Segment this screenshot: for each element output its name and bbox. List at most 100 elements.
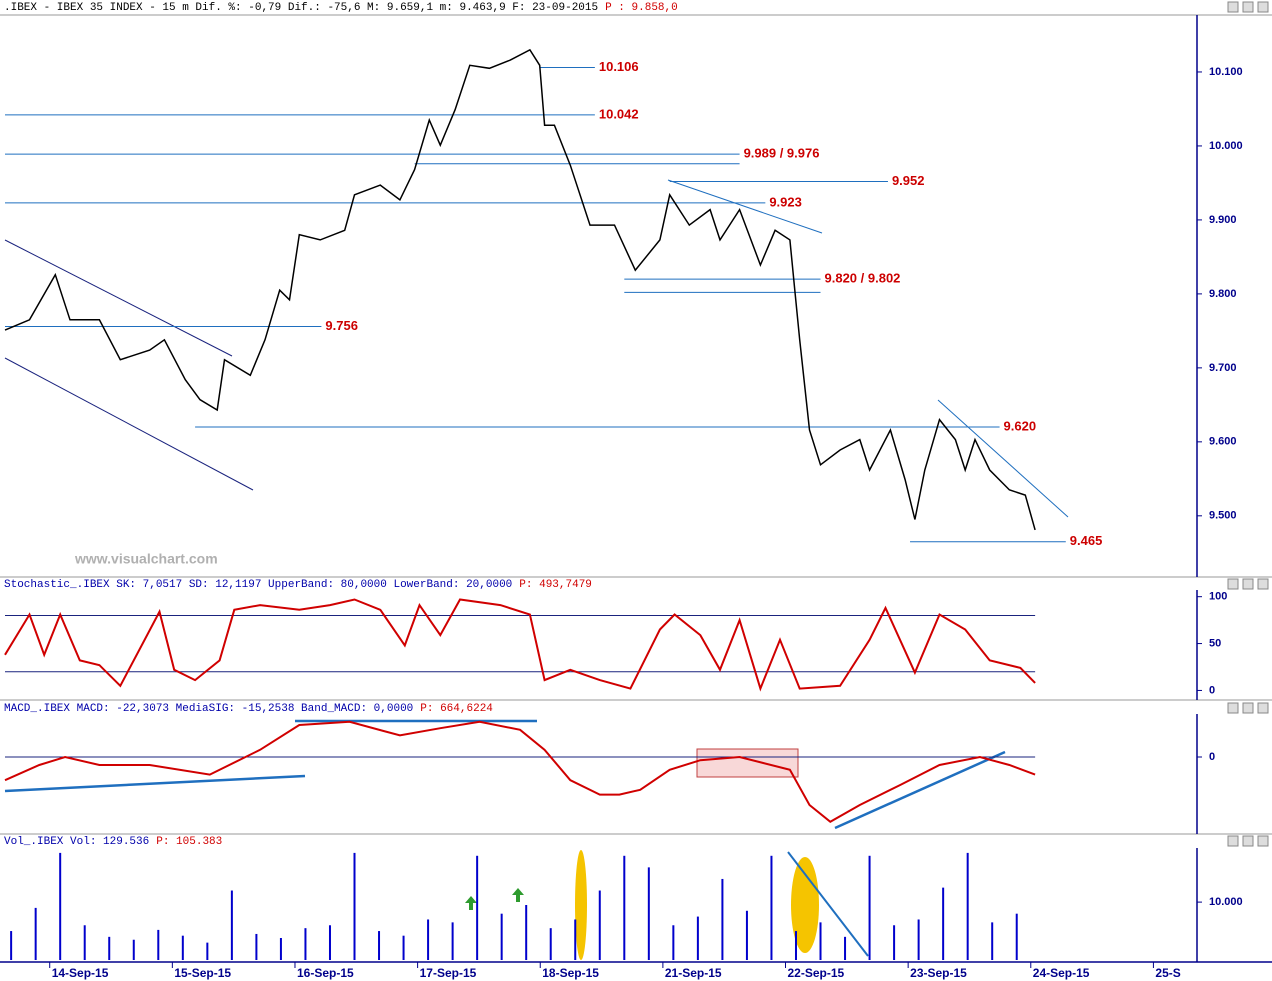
level-label: 10.042 — [599, 106, 639, 121]
x-tick-label: 25-S — [1155, 966, 1180, 980]
volume-bar — [745, 910, 748, 960]
panel-dividers — [0, 14, 1272, 835]
level-label: 9.989 / 9.976 — [744, 146, 820, 161]
button[interactable] — [1257, 835, 1269, 847]
volume-bar — [83, 925, 86, 960]
panel-title: Stochastic_.IBEX SK: 7,0517 SD: 12,1197 … — [4, 579, 512, 591]
volume-bar — [328, 925, 331, 960]
volume-bar — [672, 925, 675, 960]
level-label: 9.756 — [325, 318, 358, 333]
highlight-box — [696, 748, 799, 778]
volume-bar — [353, 852, 356, 960]
volume-bar — [304, 928, 307, 960]
level-label: 10.106 — [599, 59, 639, 74]
volume-bar — [574, 919, 577, 960]
axis-lines — [0, 15, 1272, 963]
trend-line — [4, 357, 254, 491]
volume-bar — [181, 935, 184, 960]
plot-layer: .IBEX - IBEX 35 INDEX - 15 m Dif. %: -0,… — [4, 2, 1243, 980]
trend-line — [4, 774, 306, 793]
button[interactable] — [1242, 578, 1254, 590]
x-tick-label: 15-Sep-15 — [174, 966, 231, 980]
panel-title: .IBEX - IBEX 35 INDEX - 15 m Dif. %: -0,… — [4, 2, 598, 14]
volume-bar — [402, 935, 405, 960]
y-tick-label: 0 — [1209, 684, 1215, 696]
volume-bar — [255, 933, 258, 960]
volume-bar — [157, 929, 160, 960]
trend-lines — [4, 179, 1069, 518]
button[interactable] — [1227, 1, 1239, 13]
volume-bar — [427, 919, 430, 960]
level-label: 9.820 / 9.802 — [825, 271, 901, 286]
button[interactable] — [1227, 835, 1239, 847]
volume-bar — [991, 922, 994, 960]
series-line — [4, 598, 1036, 692]
y-tick-label: 9.500 — [1209, 510, 1237, 522]
volume-bar — [451, 922, 454, 960]
volume-bar — [942, 887, 945, 960]
panel-subtitle: P : 9.858,0 — [605, 2, 678, 14]
volume-bar — [34, 907, 37, 960]
x-tick-label: 14-Sep-15 — [52, 966, 109, 980]
volume-bar — [500, 913, 503, 960]
volume-bar — [623, 855, 626, 960]
volume-bar — [868, 855, 871, 960]
volume-bar — [794, 931, 797, 960]
y-tick-label: 0 — [1209, 751, 1215, 763]
window-buttons — [1227, 1, 1269, 847]
x-tick-label: 24-Sep-15 — [1033, 966, 1090, 980]
macd-trend-lines — [4, 719, 1006, 830]
volume-bar — [696, 916, 699, 960]
volume-bar — [10, 931, 13, 960]
button[interactable] — [1242, 1, 1254, 13]
level-label: 9.923 — [769, 194, 802, 209]
button[interactable] — [1227, 702, 1239, 714]
volume-bar — [476, 855, 479, 960]
volume-bar — [598, 890, 601, 960]
button[interactable] — [1242, 702, 1254, 714]
y-tick-label: 9.900 — [1209, 214, 1237, 226]
volume-bar — [1015, 913, 1018, 960]
volume-bar — [770, 855, 773, 960]
panel-subtitle: P: 493,7479 — [519, 579, 592, 591]
trend-line — [4, 239, 233, 357]
button[interactable] — [1257, 1, 1269, 13]
volume-bar — [844, 936, 847, 960]
series-line — [4, 48, 1036, 531]
button[interactable] — [1257, 702, 1269, 714]
trend-line — [667, 179, 823, 234]
volume-bar — [230, 890, 233, 960]
volume-bar — [966, 852, 969, 960]
volume-bar — [721, 878, 724, 960]
volume-bar — [108, 936, 111, 960]
x-tick-label: 21-Sep-15 — [665, 966, 722, 980]
level-label: 9.465 — [1070, 533, 1103, 548]
y-tick-label: 9.800 — [1209, 288, 1237, 300]
y-tick-label: 10.100 — [1209, 66, 1243, 78]
panel-title: MACD_.IBEX MACD: -22,3073 MediaSIG: -15,… — [4, 703, 413, 715]
x-tick-label: 22-Sep-15 — [788, 966, 845, 980]
y-tick-label: 9.600 — [1209, 436, 1237, 448]
volume-bar — [378, 931, 381, 960]
button[interactable] — [1227, 578, 1239, 590]
y-tick-label: 50 — [1209, 637, 1221, 649]
volume-bar — [893, 925, 896, 960]
volume-bar — [279, 938, 282, 960]
volume-bar — [819, 922, 822, 960]
y-tick-label: 100 — [1209, 591, 1227, 603]
watermark: www.visualchart.com — [74, 551, 218, 567]
y-tick-label: 10.000 — [1209, 896, 1243, 908]
x-tick-label: 16-Sep-15 — [297, 966, 354, 980]
panel-title: Vol_.IBEX Vol: 129.536 — [4, 836, 149, 848]
highlight-ellipse — [791, 857, 819, 953]
volume-bar — [132, 939, 135, 960]
level-label: 9.952 — [892, 173, 925, 188]
volume-bar — [59, 852, 62, 960]
x-tick-label: 18-Sep-15 — [542, 966, 599, 980]
button[interactable] — [1257, 578, 1269, 590]
volume-bar — [525, 905, 528, 960]
button[interactable] — [1242, 835, 1254, 847]
series-line — [4, 720, 1036, 824]
highlight-ellipse — [575, 850, 587, 960]
